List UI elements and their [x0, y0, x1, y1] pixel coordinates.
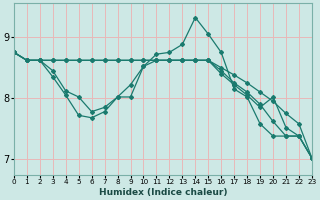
X-axis label: Humidex (Indice chaleur): Humidex (Indice chaleur) — [99, 188, 227, 197]
